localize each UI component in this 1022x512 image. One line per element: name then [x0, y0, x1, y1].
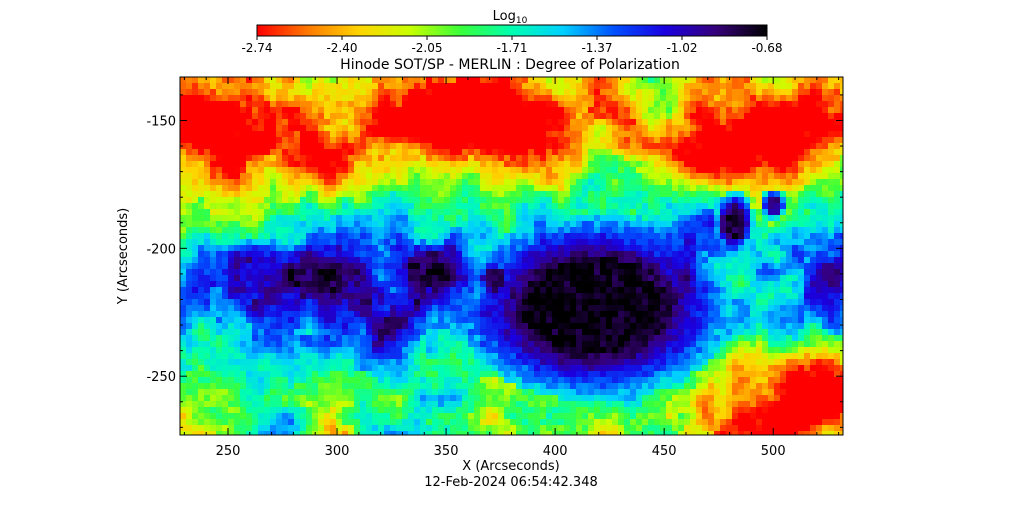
- colorbar-tick-label: -2.74: [241, 41, 272, 55]
- x-axis-label: X (Arcseconds): [462, 459, 559, 474]
- colorbar-label: Log10: [493, 9, 528, 26]
- polarization-map: [180, 77, 843, 435]
- timestamp: 12-Feb-2024 06:54:42.348: [424, 475, 598, 490]
- colorbar-tick-label: -1.37: [581, 41, 612, 55]
- x-tick-label: 300: [325, 444, 350, 459]
- x-tick-label: 450: [652, 444, 677, 459]
- colorbar-tick-label: -1.02: [666, 41, 697, 55]
- y-tick-label: -150: [146, 114, 176, 129]
- colorbar-tick-label: -2.05: [411, 41, 442, 55]
- y-axis-label: Y (Arcseconds): [116, 208, 131, 305]
- chart-title: Hinode SOT/SP - MERLIN : Degree of Polar…: [340, 57, 680, 73]
- x-tick-label: 400: [543, 444, 568, 459]
- y-tick-label: -200: [146, 242, 176, 257]
- x-tick-label: 250: [216, 444, 241, 459]
- colorbar-ticks: -2.74 -2.40 -2.05 -1.71 -1.37 -1.02 -0.68: [241, 36, 783, 55]
- y-axis-ticks: -150 -200 -250: [146, 94, 843, 428]
- x-tick-label: 500: [761, 444, 786, 459]
- x-tick-label: 350: [434, 444, 459, 459]
- colorbar-tick-label: -1.71: [496, 41, 527, 55]
- colorbar-tick-label: -0.68: [751, 41, 782, 55]
- y-tick-label: -250: [146, 370, 176, 385]
- x-axis-ticks: 250 300 350 400 450 500: [183, 77, 840, 459]
- colorbar: [256, 24, 768, 37]
- colorbar-tick-label: -2.40: [326, 41, 357, 55]
